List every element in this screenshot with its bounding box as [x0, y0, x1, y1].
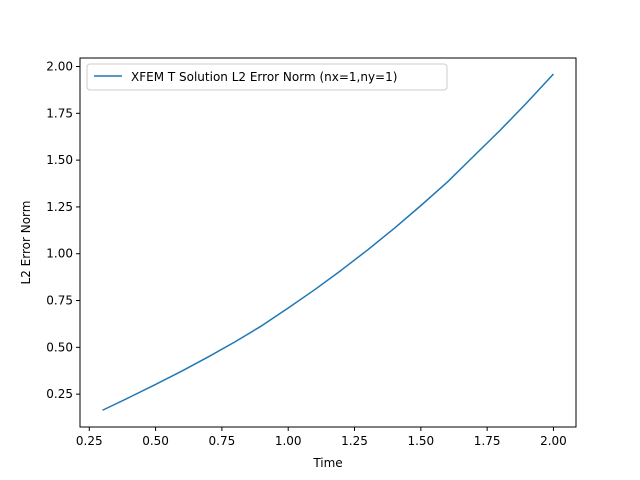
y-tick-label: 2.00 — [46, 60, 73, 74]
plot-area — [102, 73, 555, 411]
y-tick-label: 0.75 — [46, 294, 73, 308]
x-axis-ticks: 0.25 0.50 0.75 1.00 1.25 1.50 1.75 2.00 — [76, 427, 567, 448]
legend: XFEM T Solution L2 Error Norm (nx=1,ny=1… — [86, 63, 448, 91]
y-tick-label: 0.50 — [46, 340, 73, 354]
y-tick-label: 1.25 — [46, 200, 73, 214]
y-tick-label: 0.25 — [46, 387, 73, 401]
legend-entry-label: XFEM T Solution L2 Error Norm (nx=1,ny=1… — [131, 70, 397, 84]
y-tick-label: 1.50 — [46, 153, 73, 167]
x-tick-label: 1.00 — [275, 434, 302, 448]
axes-frame — [79, 57, 577, 428]
y-tick-label: 1.00 — [46, 247, 73, 261]
x-tick-label: 0.75 — [209, 434, 236, 448]
series-line-0 — [102, 73, 555, 411]
x-axis-label: Time — [312, 456, 342, 470]
x-tick-label: 1.50 — [407, 434, 434, 448]
x-tick-label: 2.00 — [540, 434, 567, 448]
y-axis-ticks: 0.25 0.50 0.75 1.00 1.25 1.50 1.75 2.00 — [46, 60, 80, 401]
y-tick-label: 1.75 — [46, 106, 73, 120]
legend-box — [86, 63, 448, 91]
x-tick-label: 0.50 — [142, 434, 169, 448]
y-axis-label: L2 Error Norm — [19, 201, 33, 285]
x-tick-label: 1.75 — [474, 434, 501, 448]
x-tick-label: 1.25 — [341, 434, 368, 448]
x-tick-label: 0.25 — [76, 434, 103, 448]
